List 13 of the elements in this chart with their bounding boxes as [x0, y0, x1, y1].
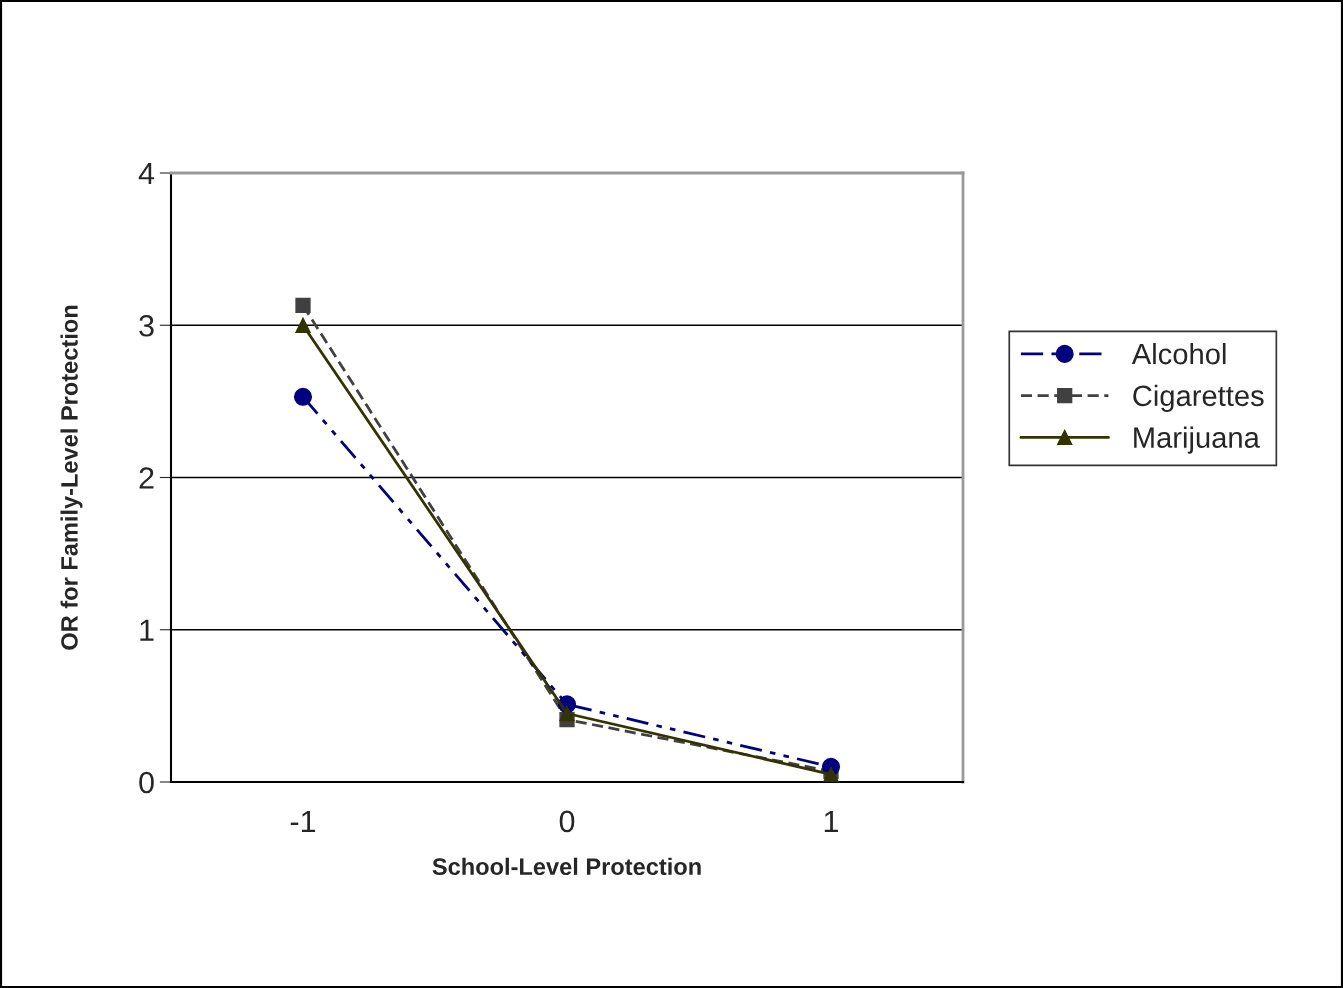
y-tick-label: 0 [139, 771, 154, 794]
x-axis-title: School-Level Protection [432, 857, 701, 876]
x-tick-label: -1 [290, 810, 316, 832]
y-tick-label: 2 [139, 467, 154, 489]
x-tick-label: 0 [559, 810, 575, 833]
y-axis-title: OR for Family-Level Protection [60, 305, 83, 650]
y-tick-label: 4 [138, 163, 155, 185]
y-tick-label: 1 [140, 619, 154, 641]
legend-label: Alcohol [1131, 342, 1226, 365]
x-tick-label: 1 [824, 810, 839, 832]
legend-label: Marijuana [1134, 426, 1260, 454]
y-tick-label: 3 [139, 314, 154, 337]
legend-label: Cigarettes [1133, 384, 1264, 412]
